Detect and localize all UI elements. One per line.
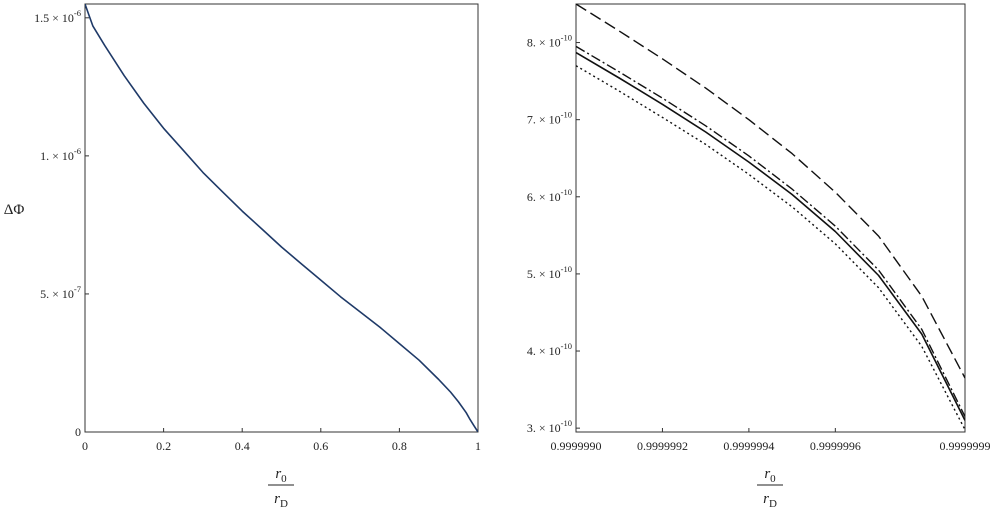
series-line-dashed <box>576 4 965 379</box>
y-tick-label: 5. × 10-7 <box>40 284 81 301</box>
x-axis-label-numerator: r0 <box>275 466 287 485</box>
x-tick-label: 0.9999990 <box>551 439 602 453</box>
x-axis-label-denominator: rD <box>274 491 288 510</box>
x-tick-label: 0.2 <box>156 439 171 453</box>
series-line-dotted <box>576 65 965 431</box>
x-tick-label: 0.9999992 <box>637 439 688 453</box>
y-axis-label: ΔΦ <box>4 202 25 218</box>
y-tick-label: 6. × 10-10 <box>527 187 572 204</box>
series-line-dashdot <box>576 45 965 417</box>
x-axis-label-numerator: r0 <box>764 466 776 485</box>
x-tick-label: 0.6 <box>313 439 328 453</box>
x-tick-label: 0 <box>82 439 88 453</box>
x-tick-label: 0.4 <box>235 439 250 453</box>
x-tick-label: 0.9999996 <box>810 439 861 453</box>
plot-frame <box>84 3 479 433</box>
x-tick-label: 0.9999999 <box>940 439 991 453</box>
x-tick-label: 1 <box>475 439 481 453</box>
x-tick-label: 0.8 <box>392 439 407 453</box>
x-tick-label: 0.9999994 <box>723 439 774 453</box>
y-tick-label: 4. × 10-10 <box>527 341 572 358</box>
right-chart: 3. × 10-10 4. × 10-10 5. × 10-10 6. × 10-10… <box>527 3 991 510</box>
left-chart: 0 5. × 10-7 1. × 10-6 1.5 × 10-6 0 0.2 0.4 0.6 0… <box>4 3 481 510</box>
y-tick-label: 1.5 × 10-6 <box>34 8 81 25</box>
plot-frame <box>575 3 966 433</box>
series-line-solid <box>576 51 965 421</box>
y-tick-label: 5. × 10-10 <box>527 264 572 281</box>
y-tick-label: 3. × 10-10 <box>527 418 572 435</box>
series-line-solid <box>85 4 478 432</box>
y-tick-label: 0 <box>75 425 81 439</box>
y-tick-label: 1. × 10-6 <box>40 146 81 163</box>
y-tick-label: 8. × 10-10 <box>527 33 572 50</box>
x-axis-label-denominator: rD <box>763 491 777 510</box>
y-tick-label: 7. × 10-10 <box>527 110 572 127</box>
